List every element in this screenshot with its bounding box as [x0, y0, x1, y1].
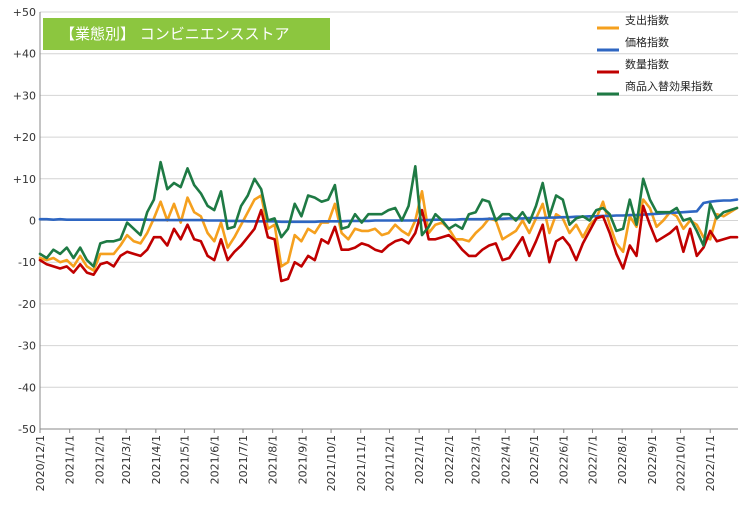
legend-label: 商品入替効果指数	[625, 79, 713, 93]
legend-label: 支出指数	[625, 13, 669, 27]
x-tick-label: 2022/2/1	[443, 435, 456, 484]
y-tick-label: +50	[13, 6, 36, 19]
y-tick-label: -30	[18, 340, 36, 353]
y-tick-label: -50	[18, 423, 36, 436]
x-tick-label: 2022/5/1	[528, 435, 541, 484]
y-tick-label: +20	[13, 131, 36, 144]
x-tick-label: 2021/12/1	[383, 435, 396, 491]
x-tick-label: 2022/9/1	[646, 435, 659, 484]
y-axis: -50 -40 -30 -20 -10 0 +10 +20 +30 +40 +50	[13, 6, 41, 436]
chart-title-badge: 【業態別】 コンビニエンスストア	[43, 18, 330, 50]
y-tick-label: -10	[18, 256, 36, 269]
x-tick-label: 2021/7/1	[237, 435, 250, 484]
x-tick-label: 2021/9/1	[296, 435, 309, 484]
x-tick-label: 2021/11/1	[355, 435, 368, 491]
x-tick-label: 2022/6/1	[558, 435, 571, 484]
chart-title: 【業態別】 コンビニエンスストア	[60, 25, 289, 43]
x-tick-label: 2021/1/1	[64, 435, 77, 484]
legend-label: 価格指数	[625, 35, 669, 49]
y-tick-label: 0	[29, 215, 36, 228]
x-tick-label: 2022/4/1	[499, 435, 512, 484]
chart-title-background	[43, 18, 330, 50]
x-tick-label: 2022/3/1	[470, 435, 483, 484]
series-line-4	[38, 160, 739, 268]
legend-label: 数量指数	[625, 57, 669, 71]
series-line-2	[38, 198, 739, 224]
x-tick-label: 2021/4/1	[150, 435, 163, 484]
x-tick-label: 2022/7/1	[586, 435, 599, 484]
series-lines	[38, 160, 739, 283]
y-tick-label: -40	[18, 381, 36, 394]
x-tick-label: 2021/5/1	[179, 435, 192, 484]
x-tick-label: 2022/1/1	[413, 435, 426, 484]
x-axis: 2020/12/1 2021/1/1 2021/2/1 2021/3/1 2021/4/…	[34, 428, 738, 491]
x-tick-label: 2021/2/1	[93, 435, 106, 484]
series-line-3	[38, 204, 739, 283]
y-tick-label: +30	[13, 89, 36, 102]
x-tick-label: 2021/10/1	[325, 435, 338, 491]
x-tick-label: 2020/12/1	[34, 435, 47, 491]
y-tick-label: -20	[18, 298, 36, 311]
y-tick-label: +40	[13, 48, 36, 61]
x-tick-label: 2022/10/1	[675, 435, 688, 491]
x-tick-label: 2022/8/1	[616, 435, 629, 484]
x-tick-label: 2021/8/1	[267, 435, 280, 484]
y-tick-label: +10	[13, 173, 36, 186]
series-line-1	[38, 190, 739, 272]
x-tick-label: 2021/6/1	[208, 435, 221, 484]
x-tick-label: 2021/3/1	[120, 435, 133, 484]
x-tick-label: 2022/11/1	[704, 435, 717, 491]
